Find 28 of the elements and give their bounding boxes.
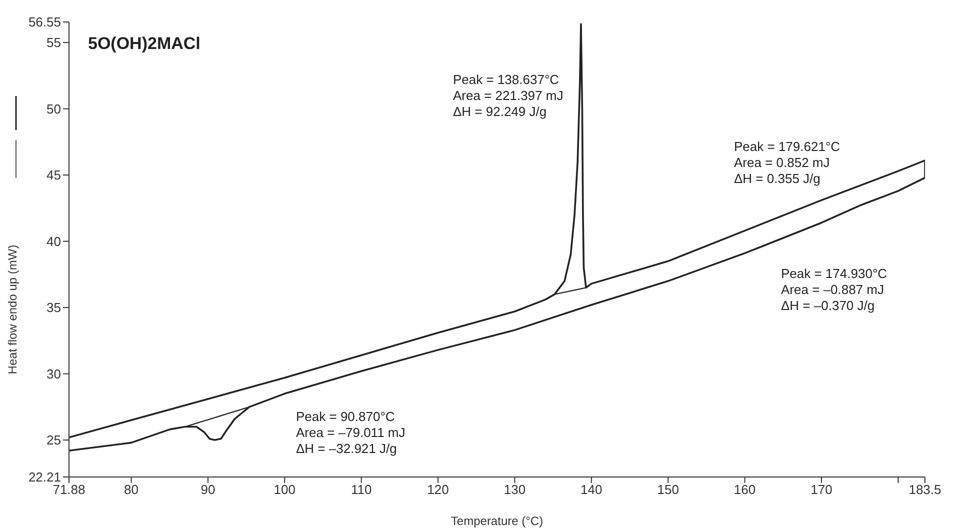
y-tick-label: 35 — [46, 300, 61, 316]
x-tick-label: 170 — [810, 482, 832, 498]
x-tick-label: 80 — [124, 482, 139, 498]
annotation: Peak = 179.621°C Area = 0.852 mJ ΔH = 0.355 J/g — [734, 139, 840, 187]
annotation: Peak = 138.637°C Area = 221.397 mJ ΔH = 92.249 J/g — [453, 72, 564, 120]
y-tick-label: 55 — [46, 35, 61, 50]
y-tick-label: 30 — [46, 366, 61, 382]
y-tick-label: 45 — [46, 168, 61, 183]
y-tick-label: 25 — [46, 432, 61, 448]
x-tick-label: 160 — [734, 482, 756, 498]
x-tick-label: 183.5 — [908, 482, 942, 498]
x-tick-label: 90 — [200, 482, 216, 498]
x-tick-label: 150 — [657, 482, 679, 498]
annotation: Peak = 174.930°C Area = –0.887 mJ ΔH = –0.370 J/g — [781, 266, 888, 314]
x-tick-label: 110 — [350, 482, 372, 498]
x-tick-label: 140 — [580, 482, 602, 498]
y-tick-label: 40 — [46, 234, 61, 249]
y-tick-label: 50 — [46, 101, 61, 116]
x-axis-title: Temperature (°C) — [450, 514, 544, 528]
y-axis-title: Heat flow endo up (mW) — [5, 244, 20, 374]
y-tick-label: 22.21 — [28, 470, 61, 485]
x-tick-label: 71.88 — [52, 482, 86, 498]
text: 5O(OH)2MACl — [88, 34, 200, 54]
y-tick-label: 56.55 — [28, 14, 61, 30]
annotation: Peak = 90.870°C Area = –79.011 mJ ΔH = –32.921 J/g — [296, 409, 406, 457]
x-tick-label: 100 — [274, 482, 296, 498]
x-tick-label: 130 — [504, 482, 526, 498]
x-tick-label: 120 — [427, 482, 449, 498]
